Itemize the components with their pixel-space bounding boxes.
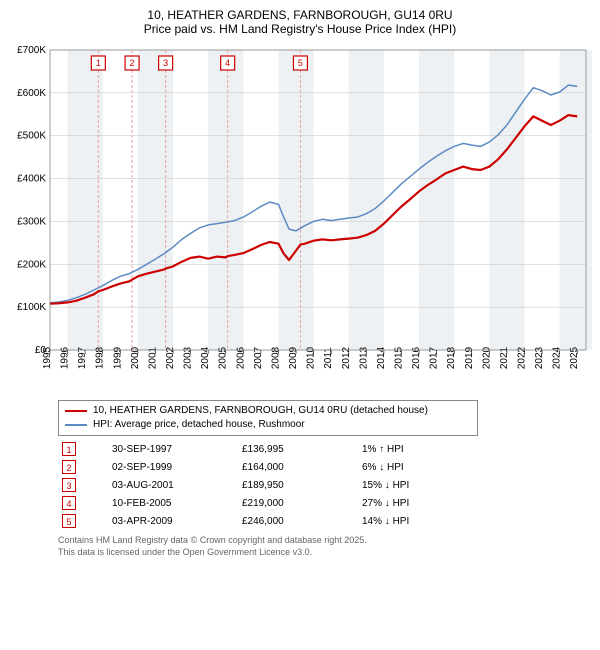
legend-label: 10, HEATHER GARDENS, FARNBOROUGH, GU14 0… xyxy=(93,404,428,418)
table-row: 2 02-SEP-1999£164,0006% ↓ HPI xyxy=(58,458,558,476)
sale-marker-badge: 5 xyxy=(62,514,76,528)
svg-text:£500K: £500K xyxy=(17,131,46,142)
table-row: 1 30-SEP-1997£136,9951% ↑ HPI xyxy=(58,440,558,458)
sale-diff: 15% ↓ HPI xyxy=(358,476,558,494)
sale-date: 10-FEB-2005 xyxy=(108,494,238,512)
legend: 10, HEATHER GARDENS, FARNBOROUGH, GU14 0… xyxy=(58,400,478,436)
table-row: 4 10-FEB-2005£219,00027% ↓ HPI xyxy=(58,494,558,512)
sale-diff: 1% ↑ HPI xyxy=(358,440,558,458)
svg-text:£300K: £300K xyxy=(17,216,46,227)
svg-text:£100K: £100K xyxy=(17,302,46,313)
sale-price: £136,995 xyxy=(238,440,358,458)
sale-marker-badge: 2 xyxy=(62,460,76,474)
sale-diff: 6% ↓ HPI xyxy=(358,458,558,476)
svg-text:3: 3 xyxy=(163,58,168,68)
sale-marker-badge: 4 xyxy=(62,496,76,510)
legend-item: HPI: Average price, detached house, Rush… xyxy=(65,418,471,432)
sale-price: £164,000 xyxy=(238,458,358,476)
legend-swatch xyxy=(65,424,87,426)
svg-text:5: 5 xyxy=(298,58,303,68)
sale-diff: 14% ↓ HPI xyxy=(358,512,558,530)
chart-header: 10, HEATHER GARDENS, FARNBOROUGH, GU14 0… xyxy=(8,8,592,36)
table-row: 5 03-APR-2009£246,00014% ↓ HPI xyxy=(58,512,558,530)
svg-text:£200K: £200K xyxy=(17,259,46,270)
footer-attribution: Contains HM Land Registry data © Crown c… xyxy=(58,534,592,558)
sale-marker-badge: 3 xyxy=(62,478,76,492)
legend-item: 10, HEATHER GARDENS, FARNBOROUGH, GU14 0… xyxy=(65,404,471,418)
svg-text:£600K: £600K xyxy=(17,88,46,99)
sale-date: 03-AUG-2001 xyxy=(108,476,238,494)
sale-price: £189,950 xyxy=(238,476,358,494)
legend-label: HPI: Average price, detached house, Rush… xyxy=(93,418,305,432)
chart-subtitle: Price paid vs. HM Land Registry's House … xyxy=(8,22,592,36)
sale-price: £219,000 xyxy=(238,494,358,512)
svg-text:£700K: £700K xyxy=(17,45,46,56)
legend-swatch xyxy=(65,410,87,412)
svg-text:1: 1 xyxy=(96,58,101,68)
footer-line: This data is licensed under the Open Gov… xyxy=(58,546,592,558)
sale-price: £246,000 xyxy=(238,512,358,530)
sale-diff: 27% ↓ HPI xyxy=(358,494,558,512)
svg-text:2: 2 xyxy=(130,58,135,68)
chart-plot: £0£100K£200K£300K£400K£500K£600K£700K199… xyxy=(8,44,592,394)
chart-title: 10, HEATHER GARDENS, FARNBOROUGH, GU14 0… xyxy=(8,8,592,22)
footer-line: Contains HM Land Registry data © Crown c… xyxy=(58,534,592,546)
sale-marker-badge: 1 xyxy=(62,442,76,456)
sale-date: 03-APR-2009 xyxy=(108,512,238,530)
sale-date: 02-SEP-1999 xyxy=(108,458,238,476)
table-row: 3 03-AUG-2001£189,95015% ↓ HPI xyxy=(58,476,558,494)
svg-text:4: 4 xyxy=(225,58,230,68)
sales-table: 1 30-SEP-1997£136,9951% ↑ HPI 2 02-SEP-1999… xyxy=(58,440,558,530)
sale-date: 30-SEP-1997 xyxy=(108,440,238,458)
svg-text:£400K: £400K xyxy=(17,174,46,185)
